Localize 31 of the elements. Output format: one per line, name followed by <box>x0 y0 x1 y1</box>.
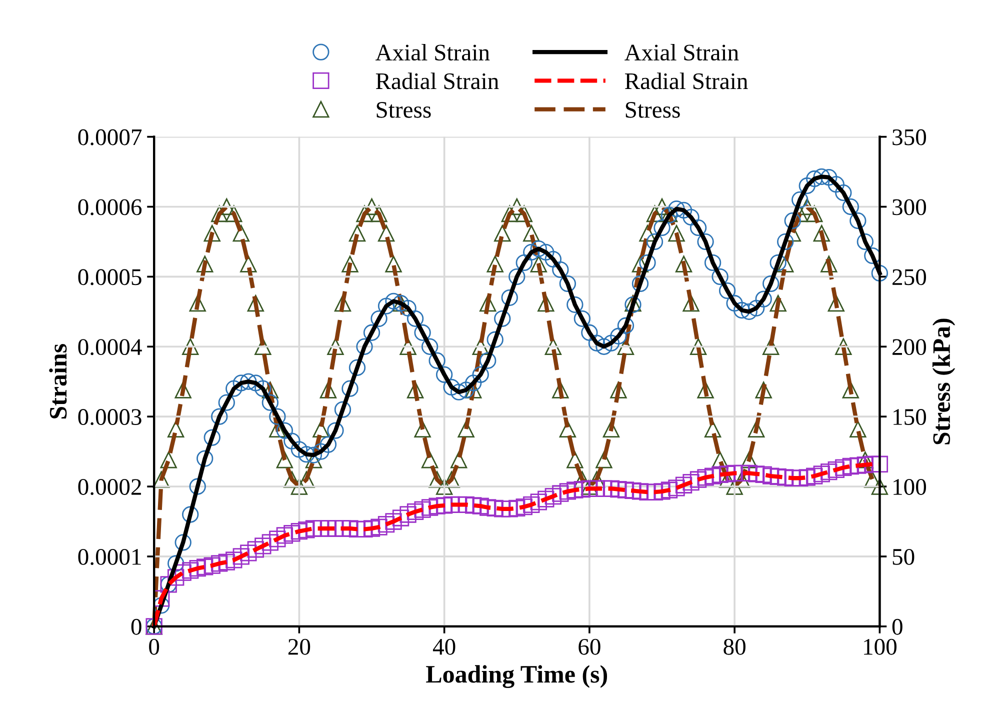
x-tick-label: 100 <box>864 638 896 655</box>
y-axis-title: Strains <box>49 344 67 418</box>
y2-tick-label: 200 <box>892 339 926 356</box>
legend-label: Stress <box>626 102 680 118</box>
y2-tick-label: 150 <box>894 409 926 425</box>
x-tick-label: 80 <box>724 638 746 655</box>
legend-label: Radial Strain <box>624 72 748 90</box>
y-tick-label: 0.0006 <box>78 199 142 216</box>
y2-axis-title: Stress (kPa) <box>932 318 956 444</box>
y-tick-label: 0.0005 <box>78 269 142 286</box>
legend-label: Axial Strain <box>624 44 739 61</box>
legend-label: Radial Strain <box>376 72 499 90</box>
y-tick-label: 0.0002 <box>78 479 141 496</box>
y-tick-label: 0 <box>131 618 142 635</box>
x-tick-label: 60 <box>578 638 600 655</box>
x-tick-label: 40 <box>432 638 456 655</box>
legend-label: Axial Strain <box>375 44 490 61</box>
y2-tick-label: 250 <box>892 269 926 286</box>
y-tick-label: 0.0007 <box>78 129 142 146</box>
legend-label: Stress <box>376 102 431 118</box>
y2-tick-label: 0 <box>892 618 902 635</box>
y2-tick-label: 50 <box>892 548 914 565</box>
y-tick-label: 0.0001 <box>78 548 141 565</box>
y2-tick-label: 350 <box>892 129 926 146</box>
y2-tick-label: 100 <box>894 479 926 495</box>
y-tick-label: 0.0003 <box>78 409 142 426</box>
x-tick-label: 0 <box>149 638 160 655</box>
x-tick-label: 20 <box>288 638 310 655</box>
y2-tick-label: 300 <box>892 199 926 216</box>
y-tick-label: 0.0004 <box>78 339 142 356</box>
x-axis-title: Loading Time (s) <box>426 665 608 688</box>
